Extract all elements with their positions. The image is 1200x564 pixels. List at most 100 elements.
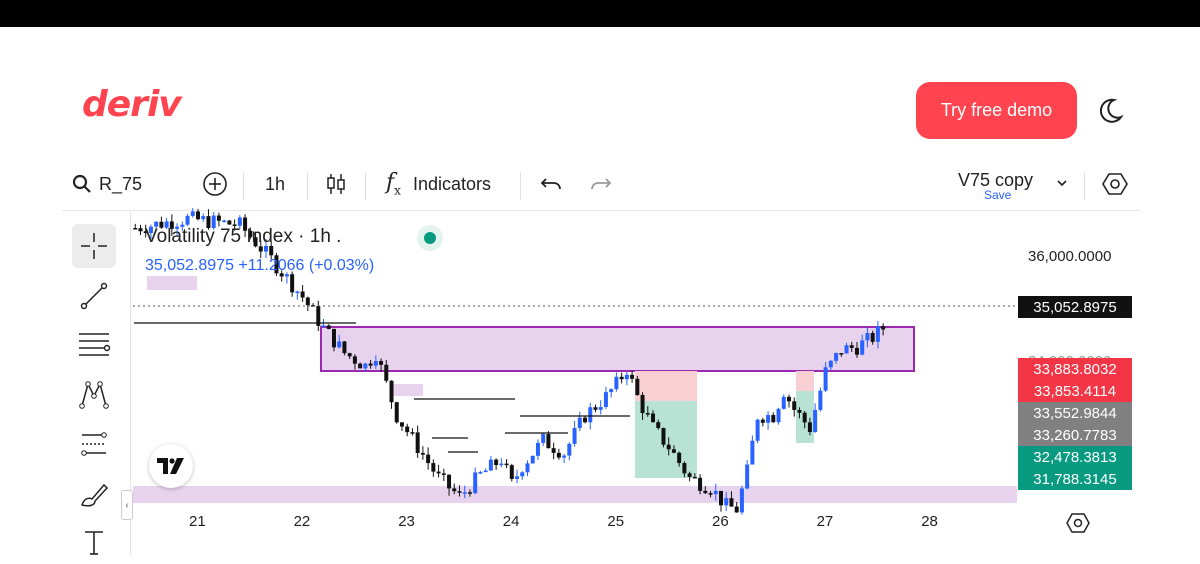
candle-up bbox=[363, 363, 368, 369]
interval-button[interactable]: 1h bbox=[265, 173, 286, 194]
candle-down bbox=[274, 255, 279, 274]
candle-up bbox=[211, 215, 216, 229]
axis-settings-icon[interactable] bbox=[1066, 511, 1090, 535]
candle-down bbox=[305, 297, 310, 306]
candle-down bbox=[352, 356, 357, 364]
candle-up bbox=[530, 455, 535, 464]
chart-legend-title: Volatility 75 Index · 1h . bbox=[145, 226, 342, 247]
price-level-tag: 33,883.8032 bbox=[1018, 358, 1132, 380]
chevron-down-icon[interactable] bbox=[1056, 178, 1068, 188]
candle-up bbox=[535, 442, 540, 456]
time-axis-label: 26 bbox=[712, 513, 729, 530]
candle-up bbox=[237, 217, 242, 226]
candle-up bbox=[624, 374, 629, 380]
candle-up bbox=[860, 340, 865, 355]
pattern-tool[interactable] bbox=[72, 372, 116, 416]
candle-down bbox=[839, 353, 844, 355]
trend-line-icon bbox=[80, 282, 108, 310]
trend-line-tool[interactable] bbox=[72, 274, 116, 318]
candle-down bbox=[368, 363, 373, 366]
candle-down bbox=[698, 477, 703, 491]
settings-icon[interactable] bbox=[1102, 171, 1128, 197]
try-free-demo-button[interactable]: Try free demo bbox=[916, 82, 1077, 139]
candle-up bbox=[724, 498, 729, 506]
price-level-tag: 31,788.3145 bbox=[1018, 468, 1132, 490]
candle-up bbox=[813, 409, 818, 433]
time-axis-label: 24 bbox=[502, 513, 520, 530]
search-icon bbox=[72, 174, 91, 193]
candle-up bbox=[148, 226, 153, 234]
text-tool[interactable] bbox=[72, 520, 116, 564]
candle-down bbox=[290, 274, 295, 293]
collapse-toolbar-button[interactable]: ‹ bbox=[121, 490, 133, 520]
separator bbox=[243, 172, 244, 200]
candle-down bbox=[447, 474, 452, 489]
moon-icon[interactable] bbox=[1096, 97, 1124, 125]
candle-down bbox=[384, 364, 389, 381]
candle-down bbox=[708, 493, 713, 495]
chart-legend-price: 35,052.8975 +11.2066 (+0.03%) bbox=[145, 257, 375, 274]
separator bbox=[307, 172, 308, 200]
candle-up bbox=[834, 353, 839, 361]
candle-down bbox=[656, 422, 661, 428]
candle-up bbox=[499, 463, 504, 466]
chart-toolbar: R_75 1h fx Indicators V75 copy bbox=[62, 162, 1140, 211]
candle-up bbox=[828, 360, 833, 368]
resistance-zone bbox=[320, 326, 915, 372]
fib-retracement-icon bbox=[79, 333, 111, 356]
candle-down bbox=[583, 417, 588, 423]
add-circle-icon bbox=[203, 172, 227, 196]
candle-down bbox=[645, 413, 650, 415]
deriv-logo[interactable]: deriv bbox=[82, 84, 182, 125]
candle-down bbox=[509, 465, 514, 479]
undo-button[interactable] bbox=[540, 162, 562, 206]
candle-down bbox=[797, 409, 802, 413]
candle-up bbox=[462, 492, 467, 494]
brush-tool[interactable] bbox=[72, 472, 116, 516]
compare-button[interactable] bbox=[202, 162, 228, 206]
tradingview-logo[interactable] bbox=[149, 444, 193, 488]
candle-down bbox=[143, 231, 148, 234]
candle-down bbox=[243, 217, 248, 231]
candle-up bbox=[175, 226, 180, 229]
text-icon bbox=[85, 531, 103, 555]
time-axis-label: 27 bbox=[816, 513, 834, 530]
candle-down bbox=[358, 363, 363, 369]
candle-down bbox=[760, 419, 765, 423]
candle-up bbox=[488, 459, 493, 471]
candle-down bbox=[326, 325, 331, 329]
candle-down bbox=[881, 326, 886, 330]
candle-down bbox=[436, 471, 441, 474]
candle-down bbox=[619, 376, 624, 380]
take-profit-zone bbox=[635, 401, 697, 478]
prediction-tool[interactable] bbox=[72, 422, 116, 466]
crosshair-tool[interactable] bbox=[72, 224, 116, 268]
template-name[interactable]: V75 copy bbox=[958, 169, 1034, 190]
candle-down bbox=[677, 452, 682, 464]
candle-down bbox=[849, 345, 854, 348]
fib-tool[interactable] bbox=[72, 322, 116, 366]
time-axis-label: 28 bbox=[921, 513, 938, 530]
symbol-search[interactable]: R_75 bbox=[72, 162, 142, 206]
small-zone bbox=[147, 276, 197, 290]
candle-up bbox=[598, 407, 603, 410]
price-level-label: 36,000.0000 bbox=[1028, 248, 1112, 265]
chart-type-button[interactable] bbox=[326, 162, 346, 206]
candle-down bbox=[719, 490, 723, 506]
indicators-button[interactable]: fx Indicators bbox=[386, 162, 491, 206]
candle-up bbox=[609, 389, 614, 393]
support-zone bbox=[133, 486, 1017, 503]
drawing-toolbar bbox=[62, 212, 131, 555]
candle-down bbox=[227, 220, 232, 225]
candle-down bbox=[399, 422, 404, 427]
candle-down bbox=[630, 374, 635, 379]
candle-up bbox=[263, 245, 268, 252]
save-link[interactable]: Save bbox=[984, 188, 1012, 202]
candle-down bbox=[169, 221, 174, 229]
redo-button[interactable] bbox=[590, 162, 612, 206]
crosshair-icon bbox=[81, 233, 107, 259]
candle-up bbox=[572, 428, 577, 444]
candle-up bbox=[525, 463, 530, 473]
candle-up bbox=[875, 326, 880, 342]
